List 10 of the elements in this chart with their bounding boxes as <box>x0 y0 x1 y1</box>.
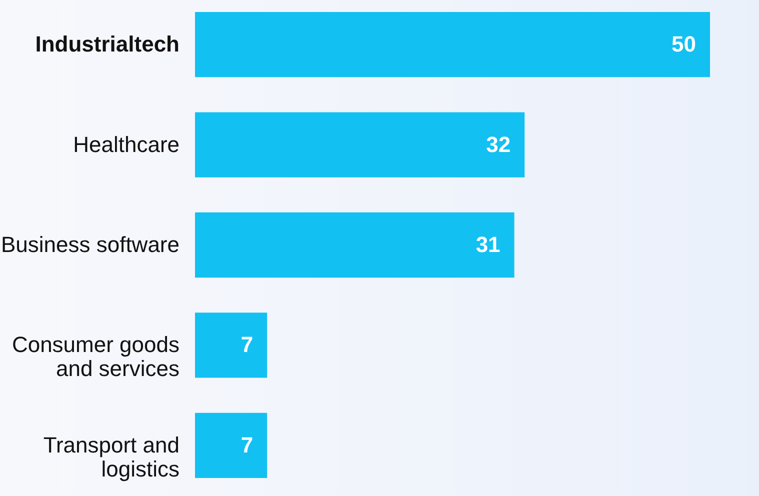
y-tick-label: Transport and logistics <box>43 432 180 482</box>
y-tick-label: Consumer goods and services <box>12 332 180 382</box>
y-tick-label: Industrialtech <box>35 32 180 57</box>
data-label: 7 <box>240 432 254 458</box>
data-label: 32 <box>486 132 511 157</box>
data-label: 50 <box>672 32 696 57</box>
data-label: 31 <box>476 232 500 257</box>
y-tick-label: Healthcare <box>73 132 180 157</box>
data-label: 7 <box>240 332 254 358</box>
y-tick-label: Business software <box>0 232 180 257</box>
